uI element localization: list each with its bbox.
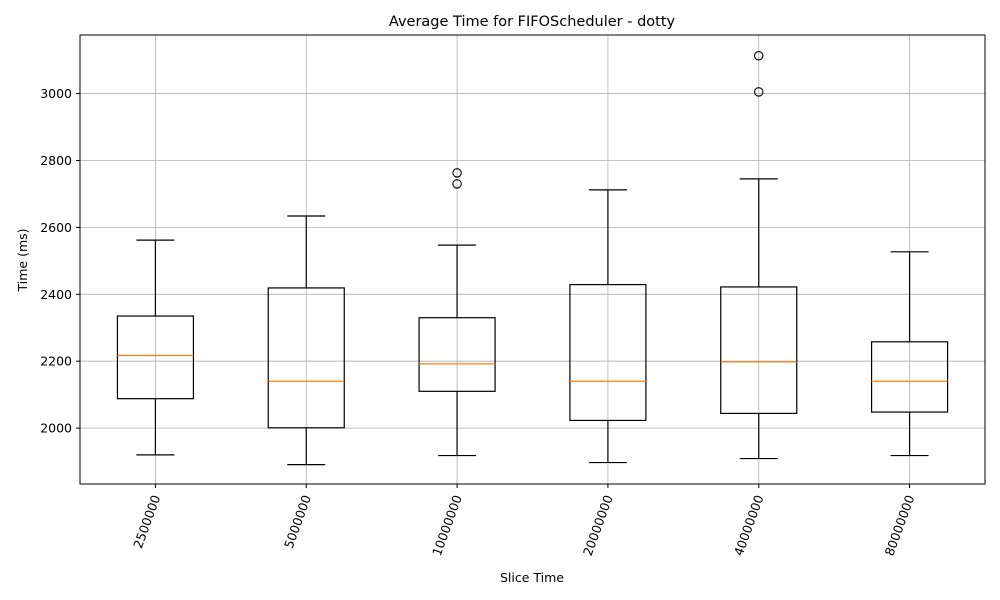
box-group: [569, 189, 647, 464]
box-group: [870, 251, 949, 457]
grid-lines: [80, 35, 985, 484]
x-axis-label: Slice Time: [500, 570, 564, 585]
box-iqr: [267, 287, 345, 429]
x-tick-label: 40000000: [731, 493, 767, 558]
x-tick-label: 5000000: [281, 493, 314, 550]
box-iqr: [569, 283, 647, 422]
box-group: [720, 50, 798, 460]
box-iqr: [116, 315, 195, 400]
box-layer: [116, 50, 949, 466]
box-iqr: [720, 286, 798, 415]
y-axis-label: Time (ms): [15, 228, 30, 292]
x-tick-label: 10000000: [429, 493, 465, 558]
outlier-point: [452, 179, 462, 189]
y-tick-label: 2600: [40, 220, 72, 235]
y-tick-label: 2400: [40, 287, 72, 302]
tick-layer: 2000 2200 2400 2600 2800 3000 2500000 5000000 10…: [40, 86, 917, 558]
x-tick-label: 2500000: [130, 493, 163, 550]
chart-title: Average Time for FIFOScheduler - dotty: [389, 14, 676, 30]
outlier-point: [452, 168, 462, 178]
y-tick-label: 2800: [40, 153, 72, 168]
box-iqr: [418, 317, 496, 392]
box-group: [418, 168, 496, 457]
x-tick-label: 20000000: [580, 493, 616, 558]
y-tick-label: 2200: [40, 354, 72, 369]
box-iqr: [870, 341, 949, 413]
box-group: [267, 215, 345, 466]
box-group: [116, 239, 195, 456]
plot-area-frame: [79, 34, 986, 485]
outlier-point: [753, 50, 764, 61]
y-tick-label: 3000: [40, 86, 72, 101]
x-tick-label: 80000000: [882, 493, 918, 558]
y-tick-label: 2000: [40, 421, 72, 436]
outlier-point: [753, 87, 764, 97]
